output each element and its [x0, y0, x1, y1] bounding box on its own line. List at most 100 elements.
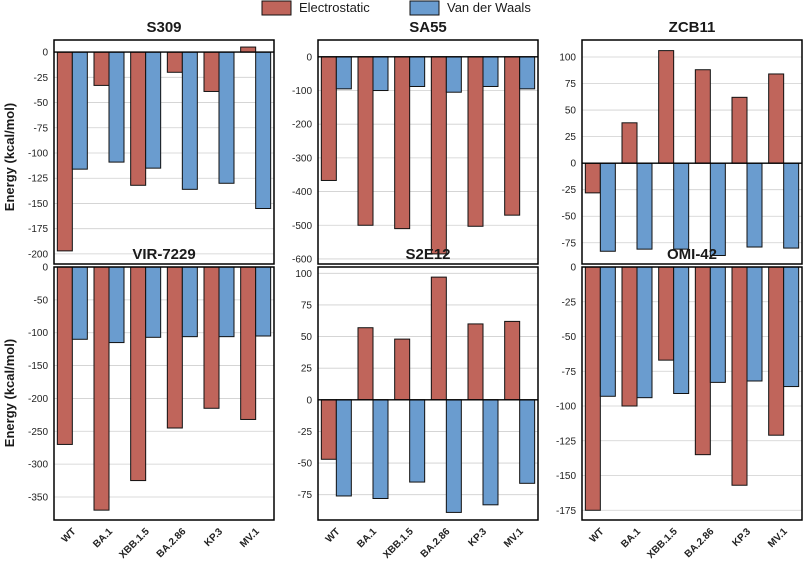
bar-s2e12-mv-1-vdw: [519, 399, 536, 484]
bar-s309-mv-1-electrostatic: [240, 46, 257, 53]
y-tick-label: -25: [562, 185, 577, 196]
y-tick-label: -175: [556, 506, 576, 517]
legend-label-van-der-waals: Van der Waals: [447, 0, 531, 15]
x-tick-label: MV.1: [502, 526, 526, 550]
panel-s309: S309 0 -25 -50 -75 -100 -125 -150 -175 -200: [28, 19, 275, 265]
x-tick-label: XBB.1.5: [117, 526, 152, 561]
x-tick-label: MV.1: [238, 526, 262, 550]
panel-title-sa55: SA55: [409, 19, 447, 36]
y-tick-label: 75: [565, 79, 577, 90]
bar-sa55-wt-vdw: [335, 56, 352, 90]
y-tick-label: 100: [295, 269, 312, 280]
y-tick-label: -25: [34, 73, 49, 84]
bar-omi-42-mv-1-vdw: [783, 266, 800, 388]
panel-title-zcb11: ZCB11: [669, 19, 716, 36]
x-tick-label: XBB.1.5: [381, 526, 416, 561]
panel-frame: [581, 266, 803, 521]
x-tick-label: WT: [60, 526, 79, 545]
bar-sa55-kp-3-vdw: [482, 56, 499, 87]
bar-s2e12-kp-3-electrostatic: [467, 323, 484, 401]
y-tick-label: -75: [34, 123, 49, 134]
bar-s2e12-kp-3-vdw: [482, 399, 499, 506]
bar-zcb11-xbb-1-5-vdw: [673, 162, 690, 250]
x-tick-label: BA.1: [619, 526, 643, 550]
bar-s309-kp-3-electrostatic: [203, 51, 220, 92]
x-tick-label: XBB.1.5: [645, 526, 680, 561]
bar-vir-7229-ba-1-electrostatic: [93, 266, 110, 511]
panel-title-s2e12: S2E12: [405, 246, 450, 263]
bar-vir-7229-kp-3-vdw: [218, 266, 235, 338]
y-tick-label: -50: [34, 98, 49, 109]
panel-vir-7229: VIR-7229 0 -50 -100 -150 -200 -250 -300 -350 WT BA…: [28, 246, 275, 561]
panel-omi-42: OMI-42 0 -25 -50 -75 -100 -125 -150 -175 WT BA.1 XB…: [556, 246, 803, 561]
x-tick-label: BA.2.86: [419, 526, 453, 560]
bar-s309-ba-2-86-electrostatic: [166, 51, 183, 73]
panel-frame: [317, 266, 539, 521]
bar-zcb11-xbb-1-5-electrostatic: [658, 50, 675, 164]
legend: Electrostatic Van der Waals: [261, 0, 531, 16]
bar-vir-7229-kp-3-electrostatic: [203, 266, 220, 409]
bar-zcb11-mv-1-vdw: [783, 162, 800, 249]
bar-s2e12-ba-1-electrostatic: [357, 327, 374, 401]
bar-sa55-mv-1-vdw: [519, 56, 536, 90]
bar-zcb11-kp-3-electrostatic: [731, 96, 748, 164]
bar-s309-xbb-1-5-electrostatic: [130, 51, 147, 186]
y-tick-label: -25: [562, 297, 577, 308]
y-tick-label: -150: [28, 361, 48, 372]
y-tick-label: 0: [42, 48, 48, 59]
bar-vir-7229-mv-1-vdw: [255, 266, 272, 337]
bar-vir-7229-ba-2-86-electrostatic: [166, 266, 183, 429]
panel-frame: [581, 39, 803, 265]
y-tick-label: 0: [570, 263, 576, 274]
bar-vir-7229-xbb-1-5-vdw: [145, 266, 162, 338]
x-tick-label: WT: [588, 526, 607, 545]
bar-s2e12-xbb-1-5-vdw: [409, 399, 426, 483]
bar-s2e12-ba-2-86-electrostatic: [430, 276, 447, 401]
panel-s2e12: S2E12 100 75 50 25 0 -25 -50 -75 WT BA.1 XBB.1.5 BA.…: [295, 246, 539, 561]
bar-sa55-ba-2-86-vdw: [445, 56, 462, 93]
bar-s2e12-wt-electrostatic: [320, 399, 337, 460]
bar-s309-wt-vdw: [71, 51, 88, 170]
y-tick-label: -200: [28, 249, 48, 260]
y-tick-label: -350: [28, 493, 48, 504]
y-tick-label: 25: [301, 364, 313, 375]
bar-omi-42-ba-2-86-electrostatic: [694, 266, 711, 456]
y-tick-label: -50: [298, 459, 313, 470]
bar-omi-42-wt-vdw: [599, 266, 616, 397]
legend-swatch-van-der-waals: [409, 0, 440, 16]
bar-sa55-ba-1-electrostatic: [357, 56, 374, 226]
bar-zcb11-mv-1-electrostatic: [768, 73, 785, 164]
y-tick-label: -25: [298, 427, 313, 438]
bar-s2e12-mv-1-electrostatic: [504, 320, 521, 401]
y-tick-label: -100: [292, 86, 312, 97]
bar-vir-7229-ba-1-vdw: [108, 266, 125, 344]
x-tick-label: MV.1: [766, 526, 790, 550]
bar-omi-42-kp-3-vdw: [746, 266, 763, 382]
bar-s2e12-ba-1-vdw: [372, 399, 389, 499]
bar-s309-ba-2-86-vdw: [181, 51, 198, 190]
legend-label-electrostatic: Electrostatic: [299, 0, 370, 15]
bar-omi-42-ba-1-electrostatic: [621, 266, 638, 407]
bar-sa55-ba-1-vdw: [372, 56, 389, 92]
bar-vir-7229-ba-2-86-vdw: [181, 266, 198, 338]
y-tick-label: -100: [556, 402, 576, 413]
y-tick-label: 0: [306, 395, 312, 406]
y-tick-label: -100: [28, 149, 48, 160]
y-tick-label: -125: [556, 436, 576, 447]
y-tick-label: 0: [570, 159, 576, 170]
bar-omi-42-wt-electrostatic: [584, 266, 601, 511]
y-tick-label: -50: [34, 295, 49, 306]
y-tick-label: 0: [306, 52, 312, 63]
bar-sa55-ba-2-86-electrostatic: [430, 56, 447, 255]
panel-title-vir-7229: VIR-7229: [132, 246, 195, 263]
bar-omi-42-kp-3-electrostatic: [731, 266, 748, 486]
y-tick-label: -200: [292, 120, 312, 131]
y-tick-label: -75: [562, 238, 577, 249]
x-tick-label: BA.2.86: [155, 526, 189, 560]
y-axis-label-top: Energy (kcal/mol): [2, 103, 17, 211]
panel-title-omi-42: OMI-42: [667, 246, 717, 263]
panel-frame: [317, 39, 539, 265]
bar-zcb11-wt-electrostatic: [584, 162, 601, 194]
bar-omi-42-mv-1-electrostatic: [768, 266, 785, 436]
